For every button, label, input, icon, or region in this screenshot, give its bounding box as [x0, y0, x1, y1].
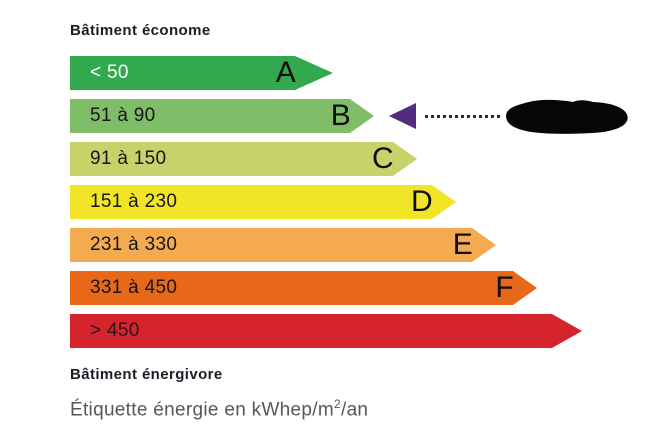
bar-arrow-tip: [432, 185, 456, 219]
class-letter: A: [275, 56, 296, 89]
bar-arrow-tip: [350, 99, 374, 133]
energy-bar-b: 51 à 90 B: [70, 99, 351, 133]
energy-row-a: < 50 A: [70, 56, 667, 90]
redaction-blob: [506, 99, 628, 134]
dotted-line: [425, 114, 500, 118]
energy-scale: < 50 A 51 à 90 B 91 à 150 C: [70, 56, 667, 348]
range-label: 51 à 90: [90, 105, 156, 126]
class-letter: C: [372, 142, 394, 175]
energy-row-b: 51 à 90 B: [70, 97, 667, 135]
range-label: 231 à 330: [90, 234, 178, 255]
energy-row-d: 151 à 230 D: [70, 185, 667, 219]
economical-building-label: Bâtiment économe: [70, 22, 211, 39]
bar-arrow-tip: [295, 56, 333, 90]
range-label: 91 à 150: [90, 148, 167, 169]
energy-bar-d: 151 à 230 D: [70, 185, 433, 219]
range-label: 331 à 450: [90, 277, 178, 298]
caption-prefix: Étiquette énergie en kWhep/m: [70, 399, 334, 421]
energy-row-c: 91 à 150 C: [70, 142, 667, 176]
class-letter: D: [411, 185, 433, 218]
caption-suffix: /an: [340, 399, 369, 421]
left-arrow-icon: [389, 103, 416, 129]
caption-superscript: 2: [334, 397, 341, 411]
range-label: > 450: [90, 320, 140, 341]
energy-row-e: 231 à 330 E: [70, 228, 667, 262]
range-label: 151 à 230: [90, 191, 178, 212]
caption: Étiquette énergie en kWhep/m2/an: [70, 397, 667, 421]
bar-arrow-tip: [393, 142, 417, 176]
energy-bar-e: 231 à 330 E: [70, 228, 473, 262]
bar-arrow-tip: [513, 271, 537, 305]
bar-arrow-tip: [472, 228, 496, 262]
bar-arrow-tip: [552, 314, 582, 348]
range-label: < 50: [90, 62, 129, 83]
energy-bar-g: > 450: [70, 314, 552, 348]
energy-bar-a: < 50 A: [70, 56, 296, 90]
class-letter: E: [452, 228, 473, 261]
rating-marker: [389, 97, 631, 135]
class-letter: B: [330, 99, 351, 132]
energy-intensive-building-label: Bâtiment énergivore: [70, 366, 223, 383]
energy-bar-c: 91 à 150 C: [70, 142, 394, 176]
energy-row-g: > 450: [70, 314, 667, 348]
energy-row-f: 331 à 450 F: [70, 271, 667, 305]
energy-bar-f: 331 à 450 F: [70, 271, 514, 305]
class-letter: F: [495, 271, 514, 304]
